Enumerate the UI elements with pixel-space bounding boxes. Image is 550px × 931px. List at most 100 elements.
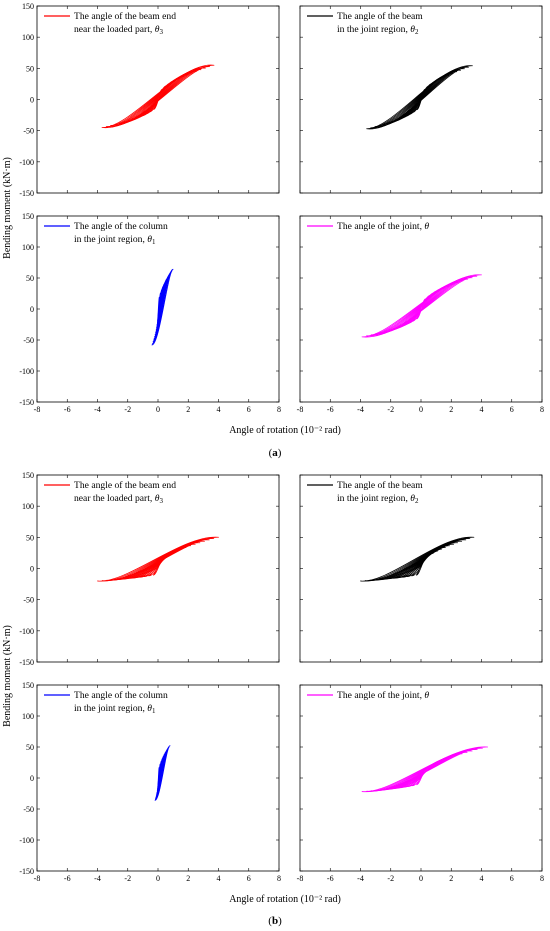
panel-b-top-right: The angle of the beam in the joint region… [299, 474, 543, 663]
caption-a-letter: a [272, 447, 278, 459]
y-tick-label: 100 [22, 33, 34, 42]
legend-label: The angle of the beam [337, 480, 423, 491]
legend-label: The angle of the beam end [74, 480, 176, 491]
x-tick-label: 0 [156, 874, 160, 883]
x-tick-label: -4 [357, 874, 364, 883]
x-tick-label: 0 [156, 405, 160, 414]
y-tick-label: 50 [26, 533, 34, 542]
y-tick-label: -150 [19, 398, 34, 407]
theta-symbol: θ [155, 24, 160, 35]
legend-label: The angle of the beam [337, 11, 423, 22]
y-tick-label: -150 [19, 867, 34, 876]
hysteresis-loop [154, 745, 171, 801]
y-tick-label: -100 [19, 836, 34, 845]
y-tick-label: 0 [30, 774, 34, 783]
x-tick-label: -8 [34, 874, 41, 883]
legend-label: The angle of the joint, θ [337, 221, 429, 232]
y-tick-label: -100 [19, 158, 34, 167]
legend-line1-text: The angle of the joint, [337, 221, 424, 232]
caption-b-close: ) [278, 915, 282, 927]
y-tick-label: 50 [26, 274, 34, 283]
series-a-top-left [101, 64, 215, 128]
legend-label-line2: in the joint region, θ2 [337, 493, 419, 505]
x-tick-label: -6 [327, 874, 334, 883]
x-tick-label: 2 [449, 405, 453, 414]
y-tick-label: 0 [30, 305, 34, 314]
x-tick-label: 6 [510, 874, 514, 883]
y-tick-label: 0 [30, 96, 34, 105]
x-axis-label-b: Angle of rotation (10⁻² rad) [229, 894, 341, 905]
panel-a-bottom-right: -8 -6 -4 -2 0 2 4 6 8 The angle of the joint, θ [297, 215, 544, 414]
hysteresis-loop [375, 750, 473, 791]
legend-line2-text: near the loaded part, [74, 493, 155, 504]
x-tick-label: 6 [510, 405, 514, 414]
x-tick-label: 4 [480, 874, 484, 883]
legend-label-line2: in the joint region, θ1 [74, 234, 156, 246]
x-tick-label: -4 [94, 405, 101, 414]
theta-subscript: 2 [415, 28, 419, 36]
y-tick-label: 100 [22, 712, 34, 721]
legend-line1-text: The angle of the joint, [337, 690, 424, 701]
y-tick-label: 50 [26, 64, 34, 73]
hysteresis-loop [360, 536, 475, 582]
legend-line2-text: in the joint region, [337, 493, 410, 504]
x-tick-label: 8 [277, 405, 281, 414]
hysteresis-loop [361, 274, 482, 338]
y-tick-label: 0 [30, 565, 34, 574]
panel-b-bottom-left: -8 -6 -4 -2 0 2 4 6 8 -150 -100 -50 0 50 100 150 The ang… [19, 681, 281, 883]
series-b-bottom-left [154, 745, 171, 801]
legend-label-line2: in the joint region, θ2 [337, 24, 419, 36]
x-tick-label: 2 [449, 874, 453, 883]
y-tick-label: -50 [23, 336, 34, 345]
caption-a-close: ) [278, 447, 282, 459]
legend-label-line2: near the loaded part, θ3 [74, 493, 163, 505]
legend-label: The angle of the column [74, 221, 168, 232]
panel-a-top-left: -150 -100 -50 0 50 100 150 The angle of the bea… [19, 2, 280, 198]
series-a-bottom-left [151, 268, 174, 346]
hysteresis-loop [151, 268, 174, 346]
caption-b-open: ( [268, 915, 272, 927]
theta-subscript: 1 [152, 707, 156, 715]
caption-a-open: ( [269, 447, 273, 459]
x-tick-label: 8 [277, 874, 281, 883]
theta-symbol: θ [410, 493, 415, 504]
legend-label-line2: near the loaded part, θ3 [74, 24, 163, 36]
legend-line2-text: in the joint region, [74, 234, 147, 245]
x-tick-label: 6 [247, 405, 251, 414]
theta-symbol: θ [424, 690, 429, 701]
panel-a-top-right: The angle of the beam in the joint region… [299, 5, 543, 194]
series-b-bottom-right [361, 746, 488, 792]
panel-b-top-left: -150 -100 -50 0 50 100 150 The angle of the bea… [19, 471, 280, 667]
y-tick-label: 150 [22, 212, 34, 221]
legend-label: The angle of the column [74, 690, 168, 701]
x-tick-label: -2 [387, 874, 394, 883]
hysteresis-loop [97, 536, 219, 582]
theta-symbol: θ [410, 24, 415, 35]
theta-subscript: 1 [152, 238, 156, 246]
y-tick-label: -50 [23, 596, 34, 605]
x-tick-label: 6 [247, 874, 251, 883]
y-tick-label: -50 [23, 805, 34, 814]
theta-symbol: θ [155, 493, 160, 504]
theta-symbol: θ [424, 221, 429, 232]
y-tick-label: -150 [19, 658, 34, 667]
legend-label-line2: in the joint region, θ1 [74, 703, 156, 715]
x-tick-label: -4 [357, 405, 364, 414]
x-tick-label: -6 [64, 874, 71, 883]
x-tick-label: 4 [480, 405, 484, 414]
x-tick-label: -8 [34, 405, 41, 414]
x-tick-label: 4 [217, 405, 221, 414]
figure-caption-b: (b) [268, 915, 282, 927]
y-axis-label-b: Bending moment (kN·m) [2, 625, 13, 727]
x-tick-label: 2 [186, 874, 190, 883]
caption-b-letter: b [272, 915, 278, 927]
x-tick-label: -8 [297, 874, 304, 883]
x-tick-label: 0 [419, 405, 423, 414]
y-tick-label: 100 [22, 502, 34, 511]
y-tick-label: 150 [22, 681, 34, 690]
y-tick-label: 50 [26, 743, 34, 752]
figure-caption-a: (a) [269, 447, 282, 459]
legend-label: The angle of the beam end [74, 11, 176, 22]
